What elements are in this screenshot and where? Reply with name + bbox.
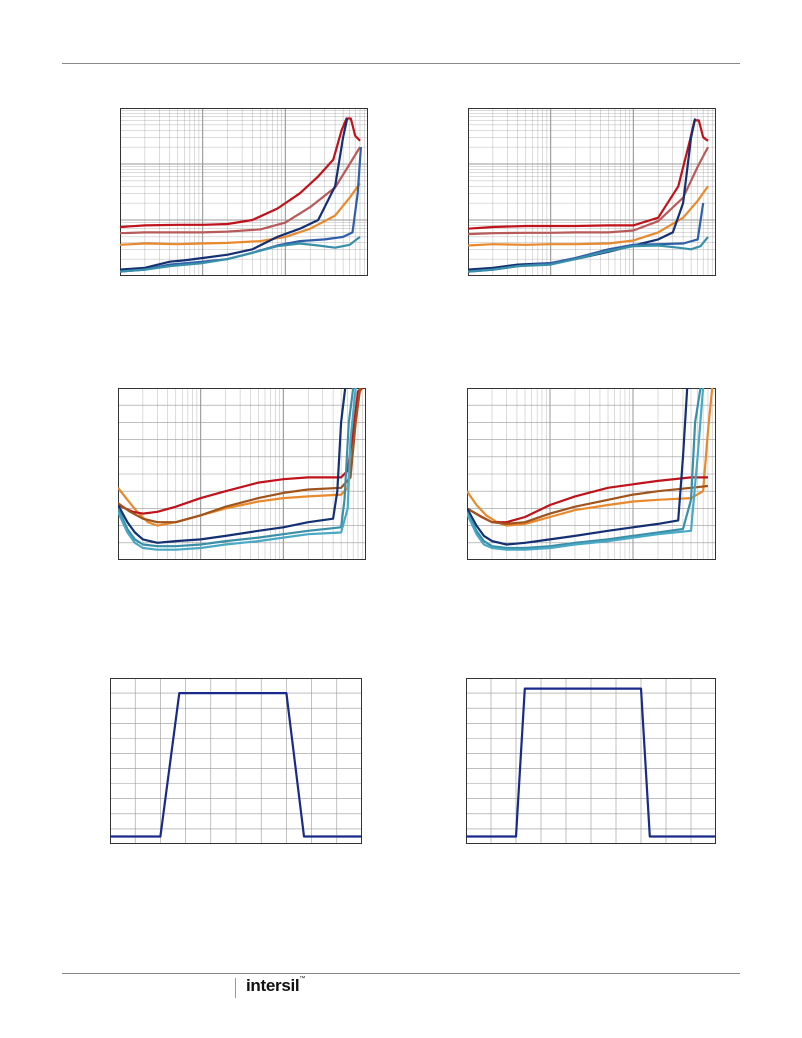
series-line-4 xyxy=(120,118,349,271)
series-line-6 xyxy=(118,388,357,551)
series-line-1 xyxy=(467,388,714,527)
grid xyxy=(466,678,716,844)
plot-frame xyxy=(120,108,368,276)
series-line-1 xyxy=(110,692,362,838)
grid xyxy=(467,388,716,560)
plot-frame xyxy=(118,388,366,560)
series-line-2 xyxy=(120,146,361,235)
series-line-3 xyxy=(120,182,361,246)
chart-6 xyxy=(466,678,716,844)
chart-1 xyxy=(120,108,368,276)
series-line-1 xyxy=(466,687,716,838)
series-line-1 xyxy=(120,117,361,229)
series-line-4 xyxy=(118,388,347,544)
series-line-3 xyxy=(468,185,709,247)
plot-frame xyxy=(467,388,716,560)
logo-text: intersil xyxy=(246,976,300,995)
series-line-5 xyxy=(118,388,355,548)
series-line-2 xyxy=(468,146,709,236)
plot-frame xyxy=(110,678,362,844)
chart-5 xyxy=(110,678,362,844)
series-line-4 xyxy=(468,118,697,271)
series-line-6 xyxy=(467,388,705,551)
footer-separator xyxy=(235,978,236,998)
grid xyxy=(110,678,362,844)
chart-4 xyxy=(467,388,716,560)
series-line-1 xyxy=(468,119,709,230)
intersil-logo: intersil™ xyxy=(246,976,305,996)
series-line-4 xyxy=(467,388,689,546)
series-line-6 xyxy=(120,236,361,273)
series-line-3 xyxy=(467,484,709,525)
series-line-6 xyxy=(468,236,709,273)
plot-frame xyxy=(468,108,716,276)
series-line-5 xyxy=(467,388,702,550)
chart-2 xyxy=(468,108,716,276)
series-line-3 xyxy=(118,388,362,524)
header-rule xyxy=(62,63,740,64)
plot-frame xyxy=(466,678,716,844)
chart-3 xyxy=(118,388,366,560)
logo-trademark: ™ xyxy=(299,976,306,982)
footer-rule xyxy=(62,973,740,974)
grid xyxy=(468,108,716,276)
